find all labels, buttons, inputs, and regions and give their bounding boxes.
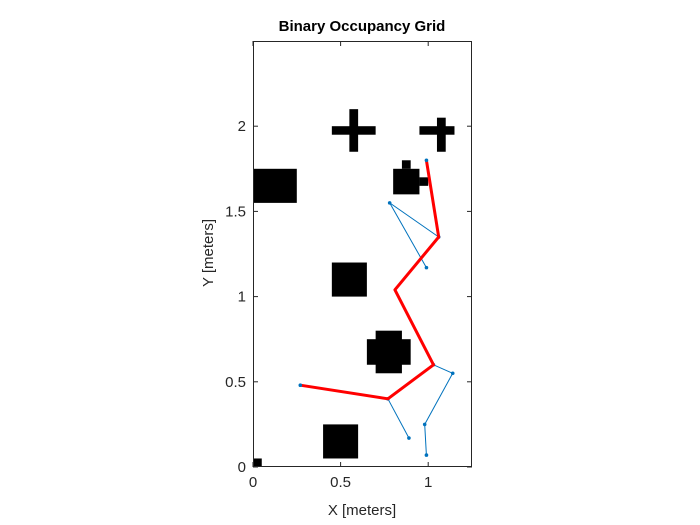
axes-background xyxy=(253,41,472,467)
obstacle-blob-top-b xyxy=(401,160,411,169)
tree-node-point xyxy=(424,453,429,457)
y-tick-label: 2 xyxy=(238,118,246,135)
axes-box xyxy=(253,41,472,467)
planned-path-line xyxy=(300,160,441,401)
obstacle-square-topleft xyxy=(253,168,297,203)
path-end-point xyxy=(424,158,429,163)
obstacle-layer xyxy=(253,109,455,467)
tree-node-point xyxy=(424,265,429,270)
tree-node-point xyxy=(450,371,455,376)
obstacle-blob-mid-b xyxy=(366,339,411,365)
tree-branch-line-2 xyxy=(424,364,454,456)
obstacle-square-middle xyxy=(331,262,367,297)
tree-node-point xyxy=(387,201,392,205)
free-space xyxy=(253,41,472,467)
obstacle-plus-left-v xyxy=(349,109,359,152)
path-layer xyxy=(298,158,455,457)
y-tick-label: 0 xyxy=(238,459,246,476)
obstacle-blob-top-c xyxy=(419,177,429,186)
axes-frame xyxy=(253,41,472,467)
obstacle-blob-top-a xyxy=(393,168,420,195)
obstacle-square-bottom xyxy=(323,424,359,459)
chart-title: Binary Occupancy Grid xyxy=(279,18,446,35)
x-axis-label: X [meters] xyxy=(328,502,396,519)
tree-node-point xyxy=(422,422,427,427)
obstacle-corner-cell xyxy=(253,458,262,467)
x-tick-label: 1 xyxy=(424,474,432,491)
x-tick-label: 0 xyxy=(249,474,257,491)
y-tick-label: 1 xyxy=(238,289,246,306)
tree-branch-line-1 xyxy=(387,398,410,439)
y-tick-label: 1.5 xyxy=(225,203,246,220)
y-axis-label: Y [meters] xyxy=(200,219,217,287)
y-tick-label: 0.5 xyxy=(225,374,246,391)
tree-node-point xyxy=(407,436,411,440)
obstacle-plus-right-v xyxy=(436,117,446,152)
path-start-point xyxy=(298,383,303,388)
tick-layer: 0 0.5 1 0 0.5 1 1.5 2 xyxy=(225,41,472,491)
x-tick-label: 0.5 xyxy=(330,474,351,491)
